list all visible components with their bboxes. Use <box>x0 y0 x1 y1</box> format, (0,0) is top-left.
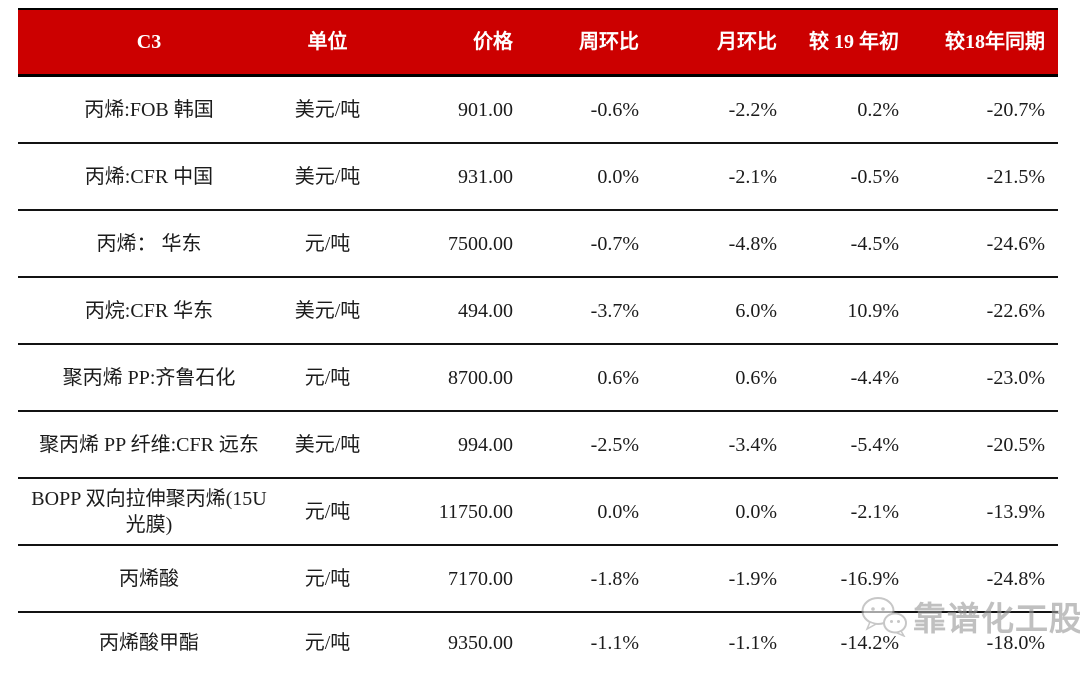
table-cell: 元/吨 <box>304 232 351 255</box>
table-header-row: C3 单位 价格 周环比 月环比 较 19 年初 较18年同期 <box>18 8 1058 77</box>
table-cell: -0.6% <box>590 98 639 121</box>
table-cell: 丙烯:CFR 中国 <box>84 165 214 188</box>
table-cell: -1.8% <box>590 567 639 590</box>
table-cell: 901.00 <box>458 98 513 121</box>
table-row: 丙烯： 华东 元/吨 7500.00 -0.7% -4.8% -4.5% -24.6% <box>18 211 1058 278</box>
table-cell: 美元/吨 <box>294 165 361 188</box>
table-row: BOPP 双向拉伸聚丙烯(15U 光膜) 元/吨 11750.00 0.0% 0.0% -… <box>18 479 1058 546</box>
table-cell: 8700.00 <box>448 366 513 389</box>
table-cell: -5.4% <box>850 433 899 456</box>
table-cell: 元/吨 <box>304 567 351 590</box>
table-cell: 元/吨 <box>304 366 351 389</box>
table-row: 丙烯:FOB 韩国 美元/吨 901.00 -0.6% -2.2% 0.2% -20.7% <box>18 77 1058 144</box>
table-cell: -2.2% <box>728 98 777 121</box>
watermark-text: 靠谱化工股 <box>913 600 1080 637</box>
watermark: 靠谱化工股 <box>860 592 1080 640</box>
table-cell: 丙烷:CFR 华东 <box>84 299 214 322</box>
table-row: 丙烯酸 元/吨 7170.00 -1.8% -1.9% -16.9% -24.8% <box>18 546 1058 613</box>
column-header: C3 <box>136 31 162 53</box>
table-cell: -4.5% <box>850 232 899 255</box>
table-cell: 7500.00 <box>448 232 513 255</box>
table-cell: 聚丙烯 PP 纤维:CFR 远东 <box>39 433 259 456</box>
table-cell: -20.5% <box>986 433 1045 456</box>
table-cell: -1.9% <box>728 567 777 590</box>
table-cell: 7170.00 <box>448 567 513 590</box>
table-cell: -3.4% <box>728 433 777 456</box>
table-cell: -16.9% <box>840 567 899 590</box>
table-cell: 美元/吨 <box>294 98 361 121</box>
table-cell: 丙烯酸 <box>119 567 179 590</box>
column-header: 月环比 <box>717 31 777 53</box>
table-cell: -18.0% <box>986 632 1045 654</box>
column-header: 周环比 <box>579 31 639 53</box>
table-cell: 0.6% <box>597 366 639 389</box>
table-cell: 9350.00 <box>448 632 513 654</box>
table-cell: -24.6% <box>986 232 1045 255</box>
table-cell: 494.00 <box>458 299 513 322</box>
table-cell: -22.6% <box>986 299 1045 322</box>
table-row: 丙烷:CFR 华东 美元/吨 494.00 -3.7% 6.0% 10.9% -22.6% <box>18 278 1058 345</box>
table-cell: -2.5% <box>590 433 639 456</box>
table-cell: -20.7% <box>986 98 1045 121</box>
table-cell: 元/吨 <box>304 632 351 654</box>
table-cell: 美元/吨 <box>294 433 361 456</box>
table-cell: -3.7% <box>590 299 639 322</box>
table-cell: -0.7% <box>590 232 639 255</box>
table-cell: 丙烯： 华东 <box>96 232 202 255</box>
table-cell: 美元/吨 <box>294 299 361 322</box>
table-body: 丙烯:FOB 韩国 美元/吨 901.00 -0.6% -2.2% 0.2% -20.7% 丙… <box>18 77 1058 673</box>
table-cell: 994.00 <box>458 433 513 456</box>
table-cell: -13.9% <box>986 500 1045 523</box>
table-cell: -1.1% <box>590 632 639 654</box>
table-cell: 丙烯:FOB 韩国 <box>84 98 214 121</box>
table-row: 丙烯酸甲酯 元/吨 9350.00 -1.1% -1.1% -14.2% -18.0% <box>18 613 1058 673</box>
table-cell: 0.0% <box>735 500 777 523</box>
wechat-icon <box>861 597 907 637</box>
column-header: 单位 <box>307 31 348 53</box>
table-row: 聚丙烯 PP:齐鲁石化 元/吨 8700.00 0.6% 0.6% -4.4% -23.0% <box>18 345 1058 412</box>
table-cell: 11750.00 <box>438 500 513 523</box>
table-cell: -2.1% <box>728 165 777 188</box>
table-cell: -23.0% <box>986 366 1045 389</box>
table-cell: -0.5% <box>850 165 899 188</box>
table-cell: 931.00 <box>458 165 513 188</box>
table-cell: -21.5% <box>986 165 1045 188</box>
table-cell: 0.6% <box>735 366 777 389</box>
table-cell: -24.8% <box>986 567 1045 590</box>
table-cell: -4.8% <box>728 232 777 255</box>
table-cell: 聚丙烯 PP:齐鲁石化 <box>62 366 236 389</box>
table-cell: 0.0% <box>597 500 639 523</box>
table-cell: -4.4% <box>850 366 899 389</box>
table-cell: 0.2% <box>857 98 899 121</box>
table-row: 聚丙烯 PP 纤维:CFR 远东 美元/吨 994.00 -2.5% -3.4% -5.4… <box>18 412 1058 479</box>
column-header: 较18年同期 <box>945 31 1045 53</box>
table-cell: 丙烯酸甲酯 <box>99 632 199 654</box>
table-cell: 6.0% <box>735 299 777 322</box>
table-cell: BOPP 双向拉伸聚丙烯(15U 光膜) <box>31 487 267 536</box>
table-cell: -14.2% <box>840 632 899 654</box>
table-cell: 元/吨 <box>304 500 351 523</box>
table-cell: 10.9% <box>847 299 899 322</box>
table-row: 丙烯:CFR 中国 美元/吨 931.00 0.0% -2.1% -0.5% -21.5% <box>18 144 1058 211</box>
column-header: 价格 <box>473 31 513 53</box>
table-cell: 0.0% <box>597 165 639 188</box>
table-cell: -1.1% <box>728 632 777 654</box>
column-header: 较 19 年初 <box>809 31 899 53</box>
table-cell: -2.1% <box>850 500 899 523</box>
price-table: C3 单位 价格 周环比 月环比较 19 年初 较18年同期 丙烯:FOB 韩国 美元/吨 9… <box>18 8 1058 673</box>
